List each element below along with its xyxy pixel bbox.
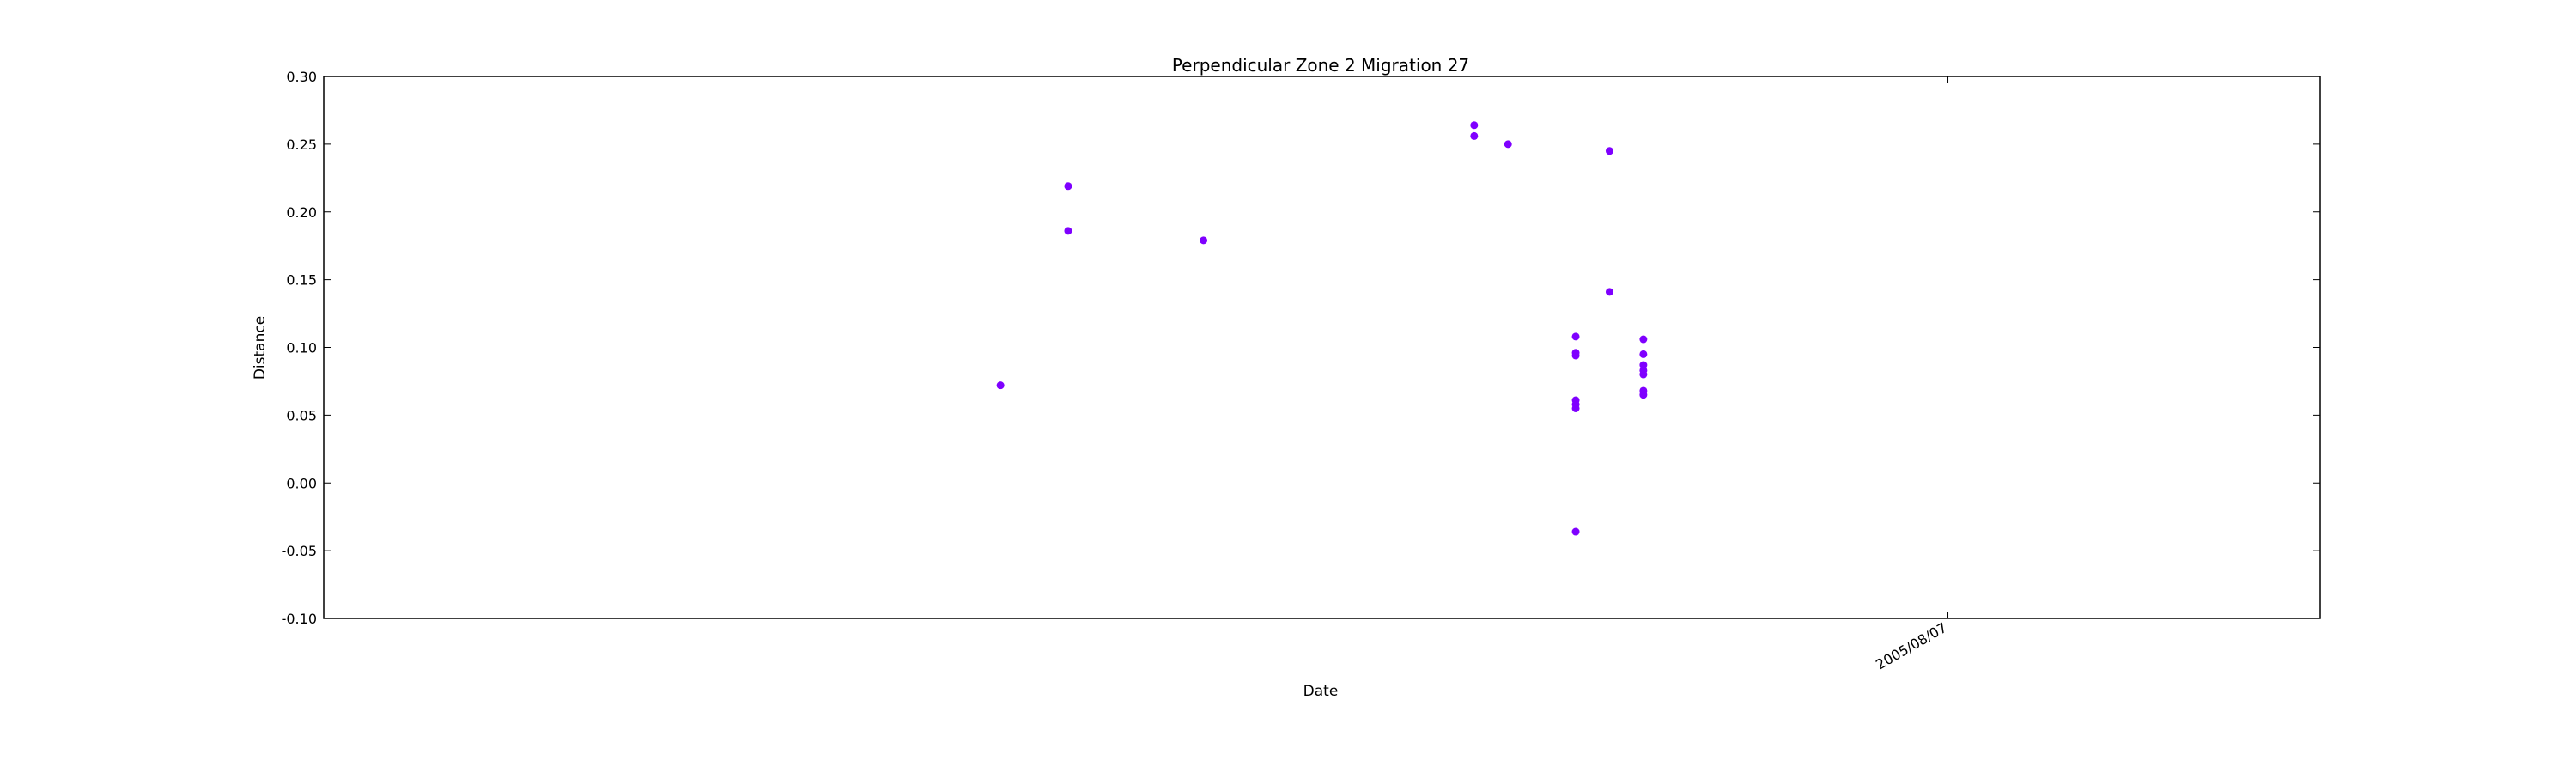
y-tick-label: 0.10: [286, 340, 317, 356]
y-tick-label: 0.05: [286, 407, 317, 423]
y-tick-label: 0.00: [286, 475, 317, 491]
data-point: [1639, 391, 1648, 399]
data-point: [1470, 121, 1479, 130]
data-point: [1639, 350, 1648, 358]
data-point: [1504, 140, 1512, 149]
x-axis-label: Date: [1303, 683, 1339, 700]
data-point: [1605, 288, 1613, 296]
data-point: [1639, 361, 1648, 369]
data-point: [1200, 236, 1208, 245]
y-axis: 0.30 0.25 0.20 0.15 0.10 0.05 0.00 -0.05 -0.10: [282, 69, 2320, 627]
y-axis-label: Distance: [252, 316, 269, 380]
y-tick-label: -0.10: [282, 611, 317, 627]
plot-area: [323, 76, 2321, 619]
y-tick-label: 0.15: [286, 272, 317, 289]
y-tick-label: 0.25: [286, 137, 317, 153]
x-axis: 2005/08/07: [1873, 76, 1950, 673]
data-point: [1605, 147, 1613, 155]
data-point: [1639, 335, 1648, 344]
data-point: [1470, 131, 1479, 140]
data-points: [996, 121, 1648, 536]
data-point: [1064, 182, 1072, 191]
x-tick-label: 2005/08/07: [1873, 619, 1949, 673]
data-point: [1064, 227, 1072, 235]
data-point: [1571, 351, 1580, 360]
data-point: [1639, 370, 1648, 379]
data-point: [996, 381, 1005, 390]
data-point: [1571, 404, 1580, 412]
y-tick-label: -0.05: [282, 543, 317, 559]
data-point: [1571, 527, 1580, 536]
y-tick-label: 0.30: [286, 69, 317, 85]
data-point: [1571, 332, 1580, 341]
y-tick-label: 0.20: [286, 204, 317, 221]
chart-title: Perpendicular Zone 2 Migration 27: [1172, 55, 1469, 76]
